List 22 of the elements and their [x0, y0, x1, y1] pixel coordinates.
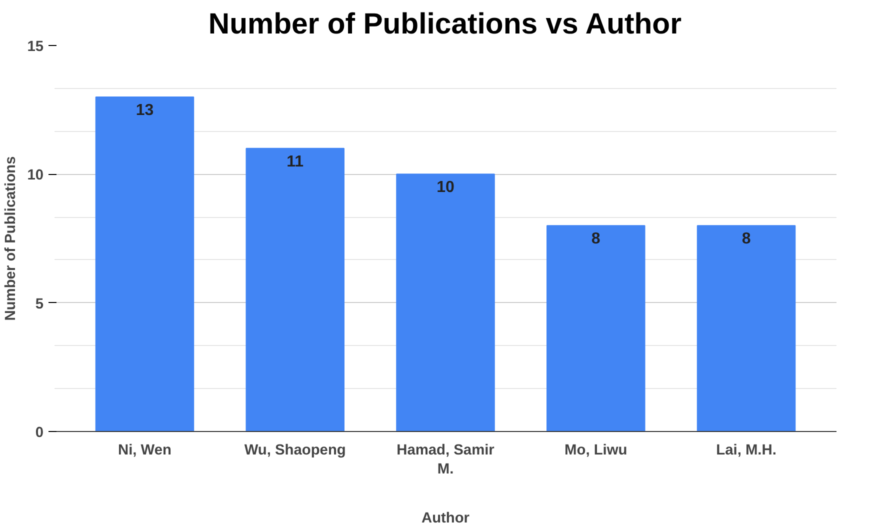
y-tick-label: 0 — [35, 425, 44, 441]
bar — [246, 148, 344, 432]
bar — [696, 225, 796, 432]
data-label: 11 — [286, 153, 304, 170]
bar — [396, 174, 495, 432]
x-tick-label: Mo, Liwu — [564, 442, 628, 458]
data-label: 8 — [742, 230, 751, 248]
x-axis-title: Author — [421, 510, 470, 527]
bar — [95, 96, 194, 432]
y-tick-label: 15 — [27, 39, 44, 55]
y-axis-title: Number of Publications — [3, 156, 20, 321]
y-tick-label: 10 — [27, 168, 44, 184]
data-label: 13 — [136, 102, 154, 119]
y-tick-label: 5 — [35, 296, 44, 312]
data-label: 8 — [591, 230, 600, 248]
x-tick-label: Ni, Wen — [118, 442, 172, 458]
x-tick-label: Wu, Shaopeng — [244, 442, 346, 458]
data-label: 10 — [436, 179, 454, 196]
chart-title: Number of Publications vs Author — [208, 8, 682, 40]
bar — [546, 225, 646, 432]
x-tick-label: Hamad, Samir M. — [396, 442, 495, 478]
x-tick-label: Lai, M.H. — [716, 442, 776, 458]
